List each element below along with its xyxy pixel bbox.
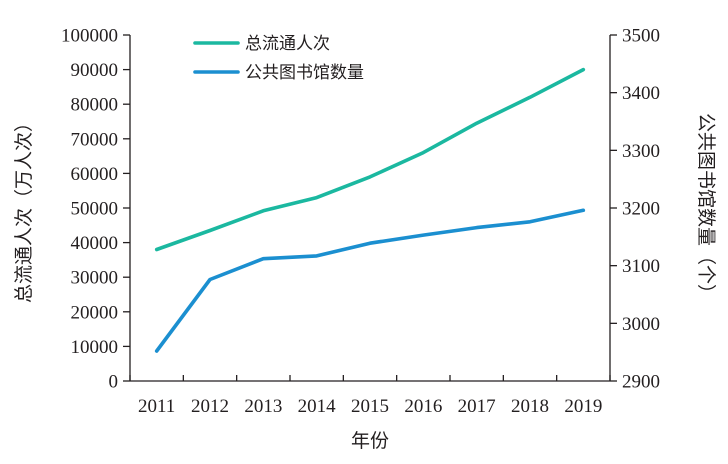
left-y-tick-label: 60000	[71, 164, 119, 185]
x-tick-label: 2016	[404, 396, 442, 417]
right-y-tick-label: 2900	[622, 372, 660, 393]
left-y-tick-label: 30000	[71, 268, 119, 289]
left-y-tick-label: 100000	[61, 26, 118, 47]
data-point-series-2	[208, 278, 212, 282]
data-point-series-1	[368, 175, 372, 179]
legend-label-1: 总流通人次	[245, 34, 330, 54]
data-point-series-2	[155, 349, 159, 353]
series-line-2	[154, 208, 586, 353]
x-axis-title: 年份	[351, 430, 389, 452]
data-point-series-1	[315, 196, 319, 200]
left-y-tick-label: 20000	[71, 302, 119, 323]
left-y-axis-title: 总流通人次（万人次）	[13, 113, 35, 303]
data-point-series-2	[421, 233, 425, 237]
legend-label-2: 公共图书馆数量	[245, 63, 364, 83]
left-y-tick-label: 70000	[71, 129, 119, 150]
data-point-series-1	[528, 95, 532, 99]
left-y-tick-label: 0	[109, 372, 119, 393]
series-line-1	[154, 67, 586, 252]
left-y-tick-label: 90000	[71, 60, 119, 81]
x-tick-label: 2018	[511, 396, 549, 417]
left-y-tick-label: 10000	[71, 337, 119, 358]
data-point-series-2	[261, 257, 265, 261]
data-point-series-1	[421, 151, 425, 155]
axes: 0 10000 20000 30000 40000 50000 60000 70000 8000…	[61, 26, 660, 418]
data-point-series-1	[581, 68, 585, 72]
right-y-tick-label: 3500	[622, 26, 660, 47]
x-tick-label: 2011	[138, 396, 175, 417]
data-point-series-2	[528, 220, 532, 224]
data-point-series-2	[475, 226, 479, 230]
x-tick-label: 2019	[564, 396, 602, 417]
series-lines	[154, 67, 586, 353]
right-y-tick-label: 3100	[622, 256, 660, 277]
x-tick-label: 2015	[351, 396, 389, 417]
data-point-series-2	[581, 208, 585, 212]
left-y-tick-label: 40000	[71, 233, 119, 254]
x-tick-label: 2013	[244, 396, 282, 417]
right-y-tick-label: 3300	[622, 141, 660, 162]
data-point-series-2	[368, 241, 372, 245]
left-y-tick-label: 80000	[71, 95, 119, 116]
data-point-series-1	[208, 228, 212, 232]
right-y-tick-label: 3000	[622, 314, 660, 335]
right-y-tick-label: 3400	[622, 83, 660, 104]
x-tick-label: 2014	[298, 396, 337, 417]
right-y-tick-label: 3200	[622, 199, 660, 220]
x-tick-label: 2017	[458, 396, 496, 417]
x-tick-label: 2012	[191, 396, 229, 417]
data-point-series-1	[155, 248, 159, 252]
data-point-series-1	[261, 209, 265, 213]
data-point-series-2	[315, 254, 319, 258]
right-y-axis-title: 公共图书馆数量（个）	[695, 113, 717, 303]
left-y-tick-label: 50000	[71, 199, 119, 220]
data-point-series-1	[475, 121, 479, 125]
